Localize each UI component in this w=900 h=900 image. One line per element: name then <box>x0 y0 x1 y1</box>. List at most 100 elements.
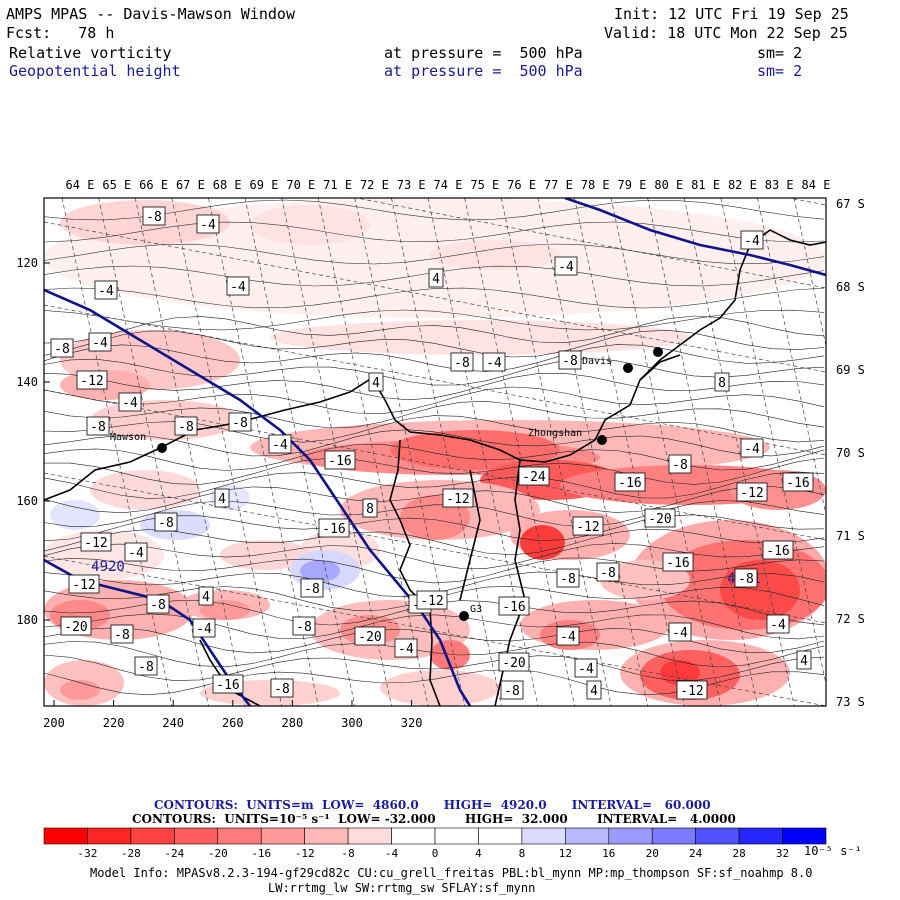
contour-label-box <box>362 498 378 518</box>
longitude-label: 72 E <box>360 178 389 192</box>
longitude-label: 69 E <box>250 178 279 192</box>
map-frame <box>43 197 827 707</box>
contour-label-box <box>500 680 524 700</box>
colorbar-tick-label: -24 <box>164 847 184 860</box>
meridian-line <box>134 198 246 706</box>
contour-label: 4 <box>590 684 598 699</box>
contour-label: -8 <box>158 516 174 531</box>
vorticity-contour <box>44 471 825 499</box>
contour-label-box <box>146 594 170 614</box>
positive-vorticity-fill <box>50 500 100 530</box>
contour-label: -16 <box>216 678 239 693</box>
meridian-line <box>793 198 826 348</box>
vorticity-contour <box>44 429 825 457</box>
meridian-line <box>720 198 826 686</box>
vorticity-contour <box>44 486 825 514</box>
meridian-line <box>610 198 722 706</box>
colorbar-segment <box>260 827 305 845</box>
contour-label-box <box>212 674 244 694</box>
y-tick-label: 140 <box>16 375 38 389</box>
contour-label: 4 <box>202 590 210 605</box>
contour-label: -4 <box>128 546 144 561</box>
contour-label: -16 <box>328 454 351 469</box>
contour-label: -16 <box>666 556 689 571</box>
colorbar-segment <box>217 827 262 845</box>
meridian-line <box>171 198 283 706</box>
coastline-segment <box>44 229 826 501</box>
contour-label-box <box>644 508 676 528</box>
stations: Mawson Zhongshan Davis G3 <box>110 347 663 621</box>
contour-label: -20 <box>358 630 381 645</box>
height-contour <box>44 288 472 706</box>
contour-label-box <box>198 586 214 606</box>
longitude-label: 76 E <box>507 178 536 192</box>
colorbar-segment <box>434 827 479 845</box>
vorticity-contour <box>44 514 825 542</box>
contour-label: -8 <box>304 582 320 597</box>
longitude-label: 80 E <box>654 178 683 192</box>
colorbar-segment <box>87 827 132 845</box>
contour-label: -8 <box>114 628 130 643</box>
colorbar-tick-label: 0 <box>432 847 439 860</box>
contour-label: -8 <box>178 420 194 435</box>
meridian-line <box>391 198 502 706</box>
x-tick-label: 320 <box>401 716 423 730</box>
contour-label: -8 <box>454 356 470 371</box>
contour-label-box <box>442 488 474 508</box>
vorticity-contour <box>44 400 825 429</box>
colorbar-segment <box>738 827 783 845</box>
contour-label: -4 <box>744 234 760 249</box>
station-label: Zhongshan <box>528 428 582 439</box>
contour-label: -8 <box>138 660 154 675</box>
contour-label: -8 <box>738 572 754 587</box>
contour-label-box <box>94 280 118 300</box>
vorticity-contour <box>44 457 825 485</box>
coastline-segment <box>389 439 441 706</box>
contour-label-box <box>428 268 444 288</box>
field2-smoothing: sm= 2 <box>757 62 803 80</box>
contour-label-box <box>270 678 294 698</box>
station-marker <box>157 443 167 453</box>
vorticity-contour <box>44 358 825 386</box>
contour-label-box <box>574 658 598 678</box>
contour-labels: -8 -4 -4 -4 4 -4 -4 -8 -4 -12 -4 -8 -8 -8 -4 4 -8 -4 -8 -16… <box>50 206 814 700</box>
longitude-label: 79 E <box>618 178 647 192</box>
colorbar-tick-label: 32 <box>776 847 789 860</box>
vorticity-contour <box>44 415 825 443</box>
contour-label-box <box>762 540 794 560</box>
meridian-line <box>61 198 173 706</box>
latitude-label: 68 S <box>836 280 865 294</box>
contour-label: 8 <box>718 376 726 391</box>
colorbar-tick-label: -32 <box>78 847 98 860</box>
coastline-segment <box>459 469 481 601</box>
contour-label: -4 <box>558 260 574 275</box>
vorticity-contour <box>44 500 825 527</box>
contour-label-box <box>300 578 324 598</box>
colorbar-tick-label: 28 <box>732 847 745 860</box>
contour-label-box <box>556 626 580 646</box>
contour-label-box <box>196 214 220 234</box>
vorticity-fill-area <box>90 470 200 510</box>
colorbar-segment <box>608 827 653 845</box>
coastline-segment <box>639 354 681 381</box>
contour-label: -8 <box>146 210 162 225</box>
contour-label: 4 <box>218 492 226 507</box>
contour-label: -16 <box>766 544 789 559</box>
contour-label: -8 <box>672 458 688 473</box>
longitude-label: 81 E <box>691 178 720 192</box>
colorbar-tick-label: -20 <box>208 847 228 860</box>
contour-label: 4 <box>432 272 440 287</box>
station-label: Mawson <box>110 432 146 443</box>
vorticity-fill-area <box>430 240 560 270</box>
contour-label: -4 <box>672 626 688 641</box>
contour-label: -4 <box>196 622 212 637</box>
contour-label: -4 <box>578 662 594 677</box>
contour-label-box <box>60 616 92 636</box>
height-label: 4920 <box>91 559 125 575</box>
contour-label-box <box>596 562 620 582</box>
colorbar-segment <box>174 827 219 845</box>
contour-label: 4 <box>800 654 808 669</box>
contour-label-box <box>154 512 178 532</box>
y-tick-label: 120 <box>16 256 38 270</box>
